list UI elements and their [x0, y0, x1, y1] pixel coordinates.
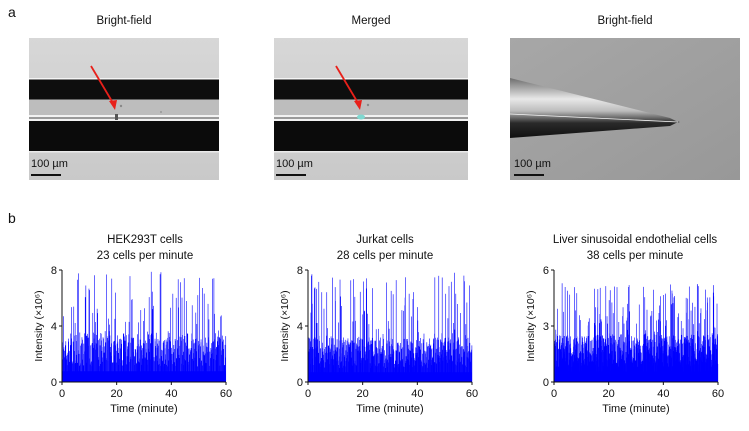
- chart-title-3: Liver sinusoidal endothelial cells 38 ce…: [530, 232, 740, 264]
- y-tick-label: 0: [297, 377, 303, 389]
- jurkat-intensity-chart: 0 4 8 0 20 40 60 Time (minute) Intensity (×10⁶): [279, 265, 478, 415]
- y-tick-label: 4: [297, 321, 303, 333]
- scale-label-1: 100 µm: [31, 158, 68, 170]
- y-tick-label: 6: [543, 265, 549, 277]
- hek293t-intensity-chart: 0 4 8 0 20 40 60 Time (minute) Intensity (×10⁶): [33, 265, 232, 415]
- chart-1-title: HEK293T cells: [107, 234, 183, 246]
- x-tick-label: 40: [411, 388, 423, 400]
- scale-label-3: 100 µm: [514, 158, 551, 170]
- y-axis-label: Intensity (×10⁶): [279, 290, 291, 361]
- y-axis-label: Intensity (×10⁶): [525, 290, 537, 361]
- x-tick-label: 60: [712, 388, 724, 400]
- chart-2-subtitle: 28 cells per minute: [336, 250, 434, 262]
- x-axis-label: Time (minute): [602, 403, 669, 415]
- baseline-fill: [62, 371, 226, 382]
- intensity-trace: [307, 272, 473, 382]
- image-title-1: Bright-field: [96, 15, 152, 27]
- x-tick-label: 20: [111, 388, 123, 400]
- chart-2-title: Jurkat cells: [356, 234, 414, 246]
- baseline-fill: [554, 371, 718, 382]
- chart-3-title: Liver sinusoidal endothelial cells: [552, 234, 718, 246]
- x-tick-label: 0: [305, 388, 311, 400]
- chart-title-1: HEK293T cells 23 cells per minute: [60, 232, 230, 264]
- panel-letter-a: a: [8, 4, 16, 20]
- baseline-fill: [308, 372, 472, 382]
- scale-bar-1: [31, 174, 61, 176]
- x-axis-label: Time (minute): [110, 403, 177, 415]
- x-tick-label: 40: [657, 388, 669, 400]
- scale-label-2: 100 µm: [276, 158, 313, 170]
- y-tick-label: 0: [51, 377, 57, 389]
- intensity-trace: [553, 283, 719, 382]
- y-axis-label: Intensity (×10⁶): [33, 290, 45, 361]
- chart-1-subtitle: 23 cells per minute: [96, 250, 194, 262]
- y-tick-label: 3: [543, 321, 549, 333]
- y-tick-label: 0: [543, 377, 549, 389]
- scale-bar-2: [276, 174, 306, 176]
- y-tick-label: 8: [51, 265, 57, 277]
- x-tick-label: 60: [220, 388, 232, 400]
- scale-bar-3: [514, 174, 544, 176]
- y-tick-label: 4: [51, 321, 57, 333]
- chart-3-subtitle: 38 cells per minute: [586, 250, 684, 262]
- x-tick-label: 0: [59, 388, 65, 400]
- x-tick-label: 60: [466, 388, 478, 400]
- x-axis-label: Time (minute): [356, 403, 423, 415]
- intensity-trace: [61, 271, 227, 382]
- capillary-tip-image: [510, 38, 740, 180]
- x-tick-label: 40: [165, 388, 177, 400]
- chart-title-2: Jurkat cells 28 cells per minute: [300, 232, 470, 264]
- image-title-3: Bright-field: [597, 15, 653, 27]
- x-tick-label: 0: [551, 388, 557, 400]
- bright-field-channel-image: [29, 38, 219, 180]
- image-title-2: Merged: [351, 15, 391, 27]
- x-tick-label: 20: [603, 388, 615, 400]
- x-tick-label: 20: [357, 388, 369, 400]
- panel-letter-b: b: [8, 210, 16, 226]
- y-tick-label: 8: [297, 265, 303, 277]
- merged-channel-image: [274, 38, 468, 180]
